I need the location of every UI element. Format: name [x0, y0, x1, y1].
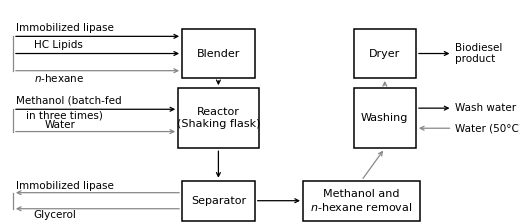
Bar — [303, 181, 420, 221]
Text: Wash water: Wash water — [455, 103, 516, 113]
Text: Washing: Washing — [361, 113, 409, 123]
Text: Immobilized lipase: Immobilized lipase — [16, 23, 113, 33]
Text: in three times): in three times) — [26, 110, 103, 120]
Text: Water: Water — [44, 120, 75, 130]
Text: Immobilized lipase: Immobilized lipase — [16, 181, 113, 191]
Bar — [182, 29, 255, 78]
Text: $n$-hexane: $n$-hexane — [34, 72, 84, 84]
Bar — [354, 29, 416, 78]
Text: Glycerol: Glycerol — [34, 210, 76, 220]
Text: Blender: Blender — [197, 49, 240, 58]
Bar — [182, 181, 255, 221]
Bar — [354, 88, 416, 148]
Text: Reactor
(Shaking flask): Reactor (Shaking flask) — [177, 107, 260, 129]
Text: Separator: Separator — [191, 196, 246, 206]
Text: Methanol (batch-fed: Methanol (batch-fed — [16, 96, 121, 106]
Text: Biodiesel
product: Biodiesel product — [455, 43, 502, 64]
Text: Methanol and
$n$-hexane removal: Methanol and $n$-hexane removal — [310, 189, 412, 213]
Text: HC Lipids: HC Lipids — [34, 40, 83, 50]
Text: Dryer: Dryer — [369, 49, 400, 58]
Text: Water (50°C): Water (50°C) — [455, 123, 520, 133]
Bar — [178, 88, 259, 148]
